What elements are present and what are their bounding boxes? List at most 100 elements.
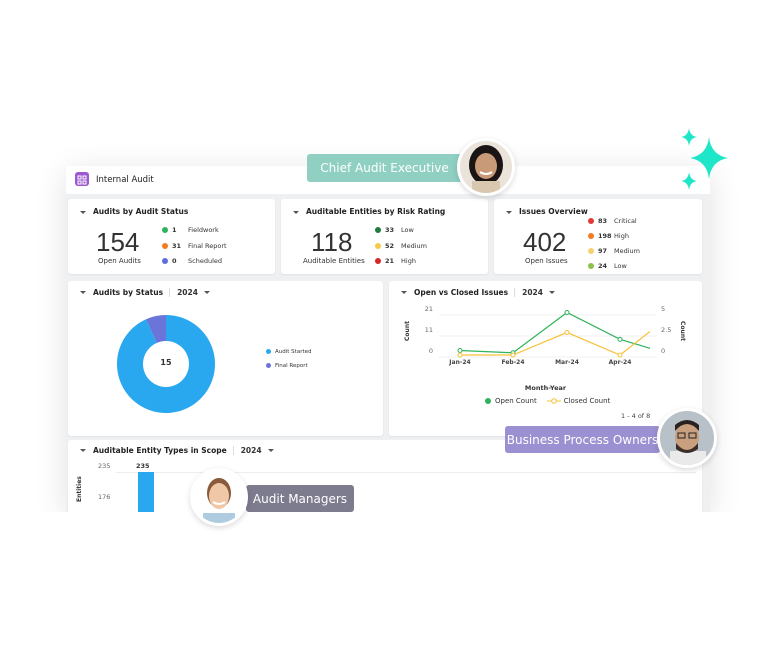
kpi-label: Open Audits <box>98 257 141 265</box>
legend-label: Closed Count <box>563 397 611 405</box>
card-title-dropdown[interactable]: Issues Overview <box>506 207 588 216</box>
axis-tick: 2.5 <box>661 326 671 334</box>
legend-label: Audit Started <box>275 349 312 355</box>
card-risk-rating: Auditable Entities by Risk Rating 118 Au… <box>281 199 488 274</box>
kpi-label: Auditable Entities <box>303 257 365 265</box>
card-title[interactable]: Open vs Closed Issues <box>414 288 509 297</box>
card-title-dropdown[interactable]: Auditable Entities by Risk Rating <box>293 207 445 216</box>
legend-count: 52 <box>385 241 395 250</box>
donut-chart <box>117 315 215 413</box>
y-axis-label: Entities <box>76 476 83 502</box>
card-title: Audits by Audit Status <box>93 207 189 216</box>
series-line <box>459 311 651 354</box>
legend-item: 0 Scheduled <box>162 257 227 265</box>
caret-down-icon <box>203 291 210 294</box>
kpi-value: 402 <box>523 227 567 257</box>
persona-badge-managers: Audit Managers <box>246 485 354 512</box>
legend-line-marker-icon <box>546 398 561 404</box>
legend-item[interactable]: Open Count <box>485 397 537 405</box>
axis-tick: 0 <box>429 347 433 355</box>
axis-tick: Mar-24 <box>555 359 579 366</box>
data-point[interactable] <box>564 329 570 335</box>
caret-down-icon <box>506 210 512 214</box>
persona-badge-bpo: Business Process Owners <box>505 426 660 453</box>
axis-tick: 0 <box>661 347 665 355</box>
caret-down-icon <box>80 291 86 294</box>
gridline <box>116 472 696 473</box>
axis-tick: 11 <box>425 326 433 334</box>
data-point[interactable] <box>617 336 623 342</box>
axis-tick: 5 <box>661 305 665 313</box>
kpi-value: 154 <box>96 227 140 257</box>
legend-label: Critical <box>614 217 637 225</box>
x-axis-label: Month-Year <box>524 384 567 392</box>
caret-down-icon <box>80 210 86 214</box>
year-select[interactable]: 2024 <box>514 288 543 297</box>
caret-down-icon <box>293 210 299 214</box>
donut-center-value: 15 <box>160 358 172 367</box>
line-legend: Open Count Closed Count <box>485 397 610 405</box>
legend-item: 21 High <box>375 257 427 265</box>
legend-item: 198 High <box>588 232 640 240</box>
card-title[interactable]: Auditable Entity Types in Scope <box>93 446 227 455</box>
legend-label: Fieldwork <box>188 226 219 234</box>
data-point[interactable] <box>457 348 463 354</box>
avatar-managers <box>190 468 248 526</box>
avatar-bpo <box>657 408 717 468</box>
caret-down-icon <box>80 449 86 452</box>
legend-count: 21 <box>385 257 395 265</box>
donut-slice[interactable] <box>117 315 215 413</box>
y-tick: 176 <box>98 493 111 501</box>
axis-tick: Count <box>679 321 686 341</box>
dashboard-grid-icon <box>75 172 89 186</box>
status-dot-icon <box>588 263 594 269</box>
legend-count: 1 <box>172 226 177 234</box>
persona-badge-chief: Chief Audit Executive <box>307 154 462 182</box>
legend-count: 31 <box>172 241 182 250</box>
avatar-chief <box>457 138 515 196</box>
legend-item: 31 Final Report <box>162 242 227 250</box>
card-title[interactable]: Audits by Status <box>93 288 164 297</box>
pagination-text: 1 - 4 of 8 <box>621 412 651 420</box>
legend-item[interactable]: Final Report <box>266 363 311 369</box>
data-point[interactable] <box>564 309 570 315</box>
year-select[interactable]: 2024 <box>232 446 262 455</box>
year-select[interactable]: 2024 <box>169 288 198 297</box>
legend-item: 97 Medium <box>588 247 640 255</box>
kpi-label: Open Issues <box>525 257 568 265</box>
data-point[interactable] <box>510 352 516 358</box>
axis-tick: Apr-24 <box>609 359 632 366</box>
card-title: Issues Overview <box>519 207 588 216</box>
legend-item[interactable]: Audit Started <box>266 349 311 355</box>
card-title: Auditable Entities by Risk Rating <box>306 207 446 216</box>
axis-tick: Count <box>404 321 411 341</box>
legend-label: High <box>614 232 629 240</box>
legend-item[interactable]: Closed Count <box>546 397 611 405</box>
legend-label: Low <box>614 262 627 270</box>
status-dot-icon <box>162 258 168 264</box>
app-title: Internal Audit <box>96 175 154 185</box>
legend-item: 24 Low <box>588 262 640 270</box>
legend-count: 83 <box>598 217 608 225</box>
legend-count: 24 <box>598 262 608 270</box>
status-dot-icon <box>588 233 594 239</box>
data-point[interactable] <box>457 352 463 358</box>
data-point[interactable] <box>617 352 623 358</box>
legend-label: Scheduled <box>188 257 222 265</box>
status-dot-icon <box>375 242 381 249</box>
sparkle-icon <box>681 128 728 190</box>
card-issues-overview: Issues Overview 402 Open Issues 83 Critic… <box>494 199 702 274</box>
status-dot-icon <box>162 242 168 249</box>
card-title-dropdown[interactable]: Audits by Audit Status <box>80 207 188 216</box>
card-open-vs-closed: Open vs Closed Issues 2024 21 11 0 5 2.5 0 Jan… <box>389 281 702 436</box>
legend-item: 83 Critical <box>588 217 640 225</box>
legend-label: Medium <box>401 241 427 250</box>
axis-tick: 21 <box>425 305 433 313</box>
status-dot-icon <box>588 218 594 224</box>
card-entity-types: Auditable Entity Types in Scope 2024 235… <box>68 440 702 532</box>
legend-label: Final Report <box>275 363 308 369</box>
donut-slice[interactable] <box>146 315 166 343</box>
line-chart: 21 11 0 5 2.5 0 Jan-24 Feb-24 Mar-24 Apr-24 Count C… <box>404 305 686 366</box>
legend-count: 33 <box>385 226 395 234</box>
legend-item: 33 Low <box>375 226 427 234</box>
